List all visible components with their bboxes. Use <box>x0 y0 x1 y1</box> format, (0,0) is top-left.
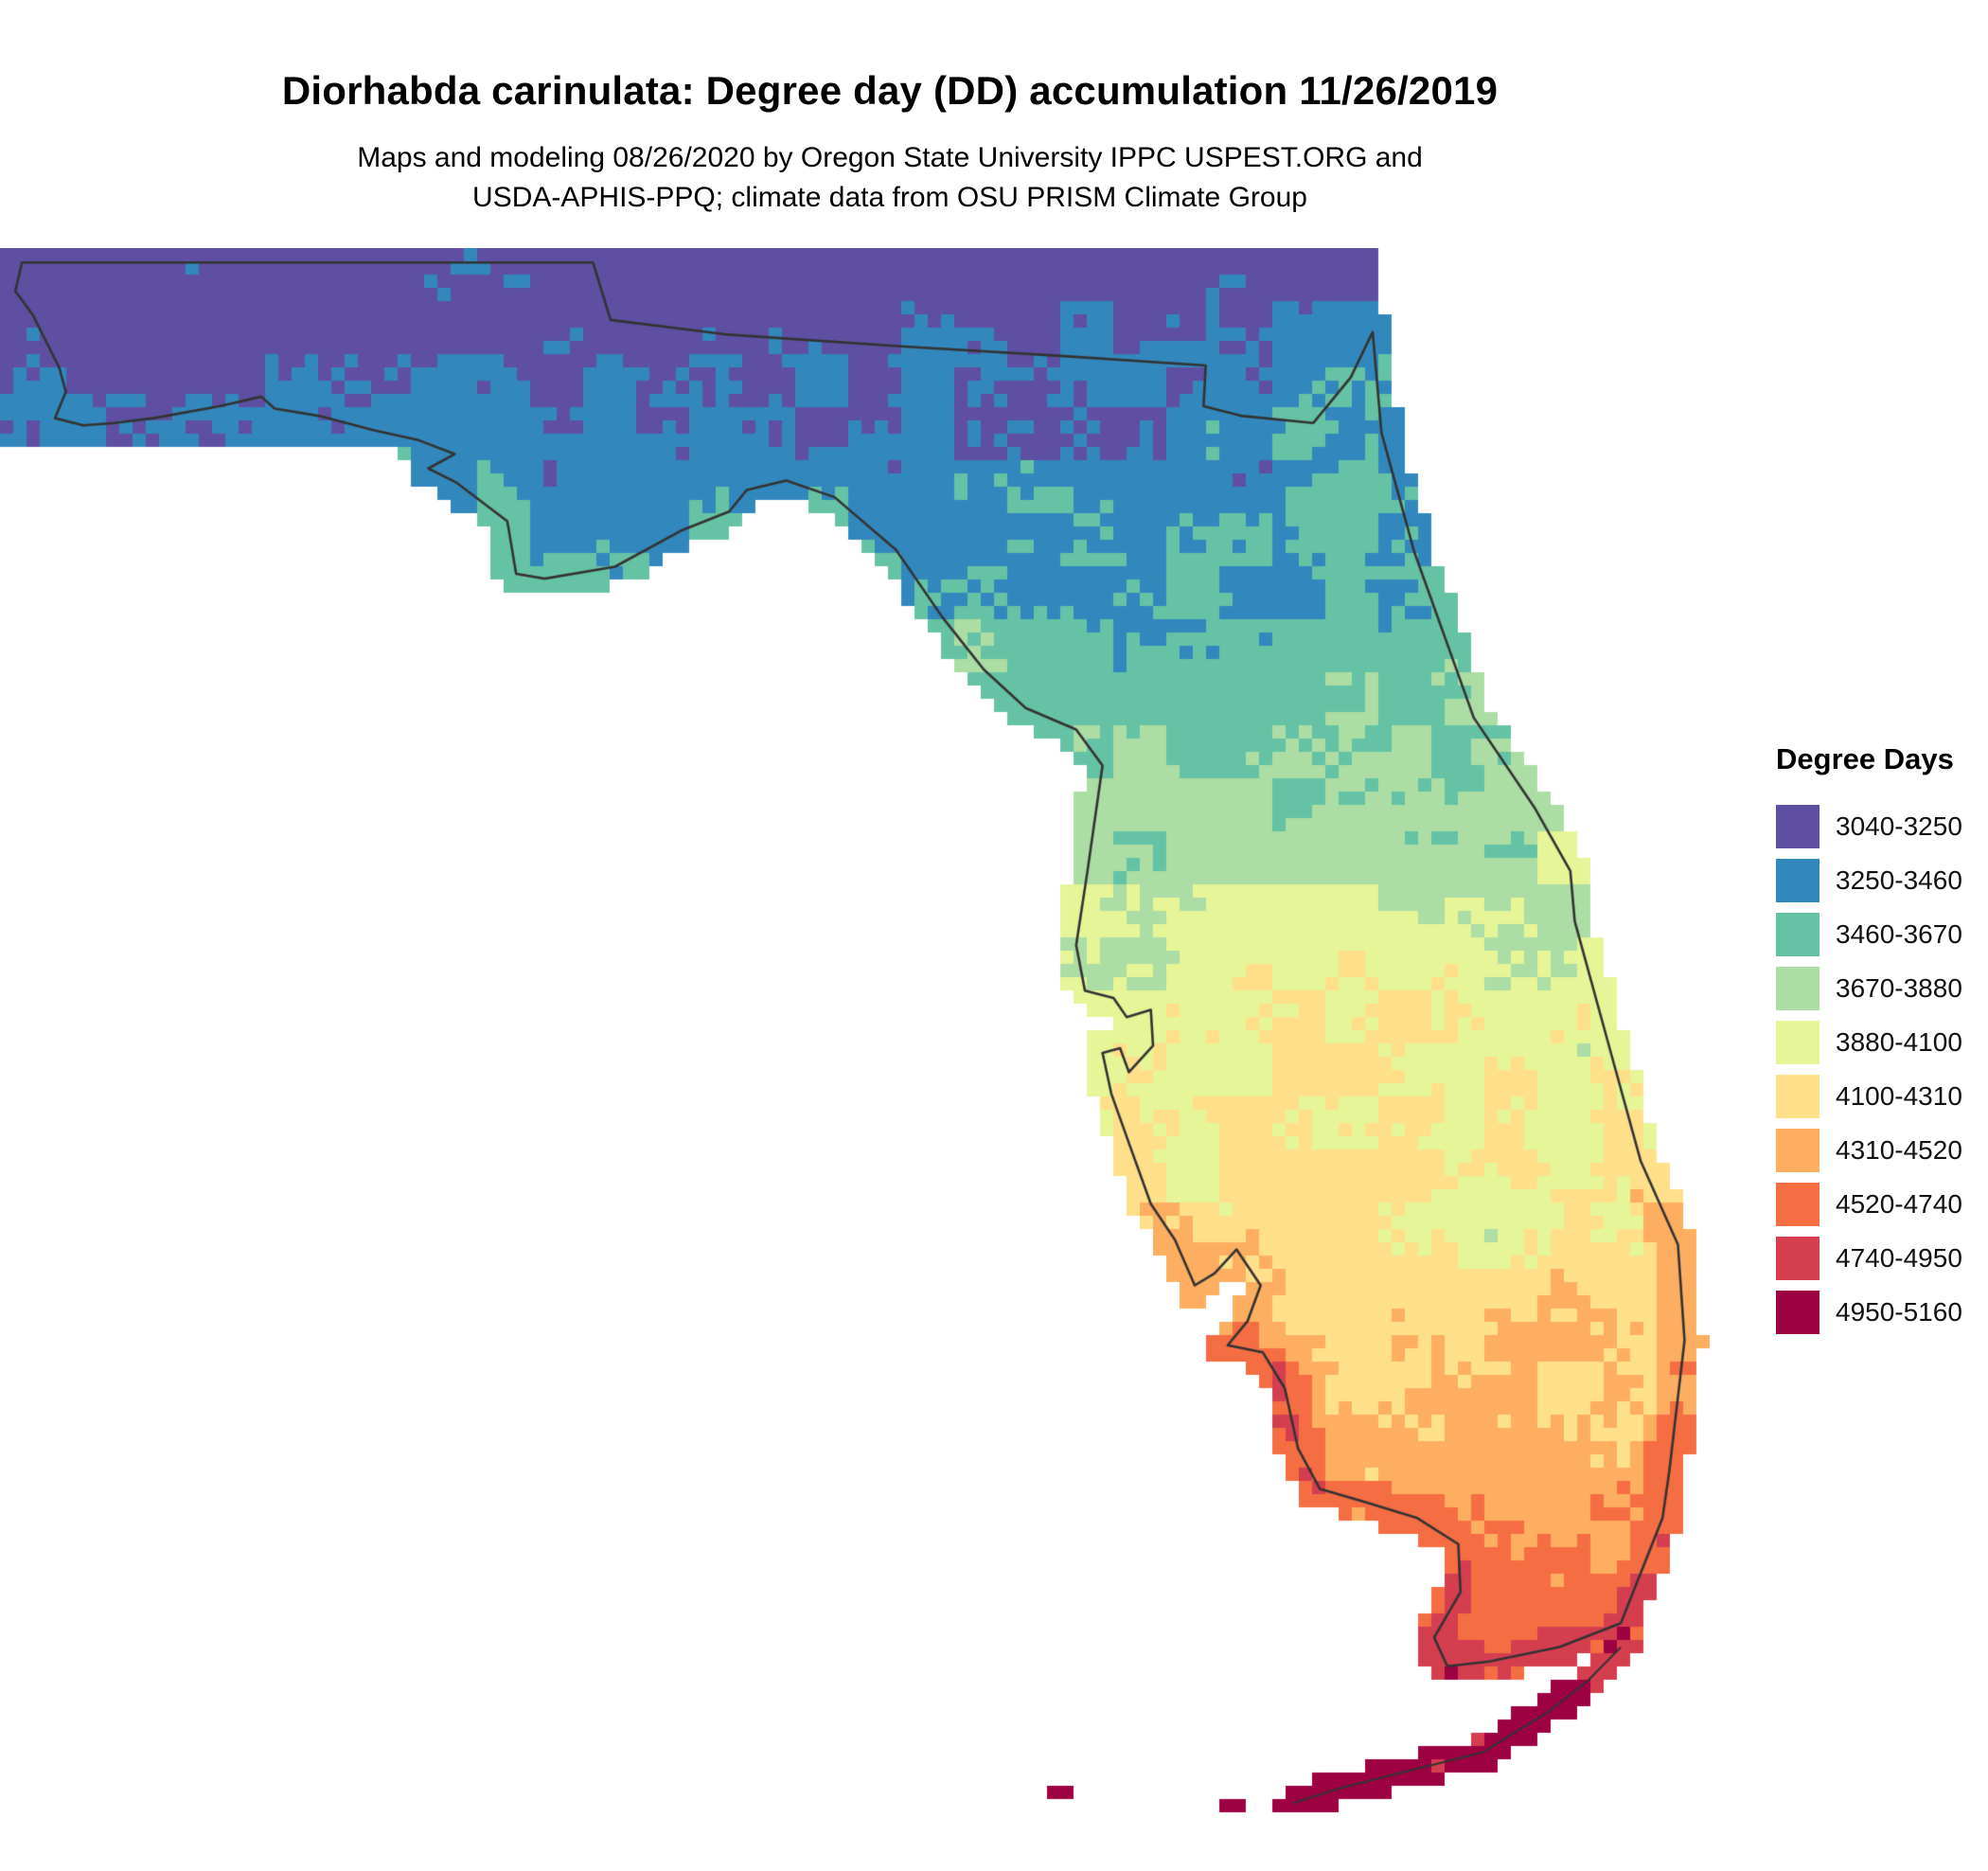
legend-range-label: 3880-4100 <box>1836 1026 1962 1057</box>
subtitle-line-2: USDA-APHIS-PPQ; climate data from OSU PR… <box>472 182 1307 213</box>
legend-entry: 4520-4740 <box>1776 1177 1962 1231</box>
legend-title: Degree Days <box>1776 742 1954 775</box>
legend-color-swatch <box>1776 1290 1819 1334</box>
subtitle-line-1: Maps and modeling 08/26/2020 by Oregon S… <box>357 142 1423 173</box>
legend-range-label: 3250-3460 <box>1836 864 1962 895</box>
legend-color-swatch <box>1776 1074 1819 1118</box>
legend: Degree Days 3040-3250 3250-3460 3460-3670 3… <box>1776 742 1962 1339</box>
legend-entry: 4310-4520 <box>1776 1123 1962 1177</box>
legend-items: 3040-3250 3250-3460 3460-3670 3670-3880 3880… <box>1776 799 1962 1339</box>
legend-entry: 3880-4100 <box>1776 1015 1962 1069</box>
legend-color-swatch <box>1776 1182 1819 1226</box>
legend-color-swatch <box>1776 912 1819 956</box>
legend-color-swatch <box>1776 804 1819 848</box>
legend-range-label: 4950-5160 <box>1836 1296 1962 1327</box>
legend-color-swatch <box>1776 966 1819 1010</box>
legend-range-label: 4520-4740 <box>1836 1188 1962 1219</box>
legend-range-label: 4100-4310 <box>1836 1080 1962 1111</box>
legend-entry: 3670-3880 <box>1776 961 1962 1015</box>
legend-entry: 4740-4950 <box>1776 1231 1962 1285</box>
page-title: Diorhabda carinulata: Degree day (DD) ac… <box>281 68 1499 113</box>
legend-entry: 3040-3250 <box>1776 799 1962 853</box>
legend-color-swatch <box>1776 1020 1819 1064</box>
legend-entry: 3250-3460 <box>1776 853 1962 907</box>
legend-entry: 4100-4310 <box>1776 1069 1962 1123</box>
legend-entry: 3460-3670 <box>1776 907 1962 961</box>
legend-range-label: 4740-4950 <box>1836 1242 1962 1273</box>
legend-color-swatch <box>1776 1128 1819 1172</box>
legend-range-label: 3460-3670 <box>1836 918 1962 949</box>
legend-range-label: 3670-3880 <box>1836 972 1962 1003</box>
florida-degree-day-raster-map <box>0 248 1799 1871</box>
legend-color-swatch <box>1776 858 1819 902</box>
legend-range-label: 3040-3250 <box>1836 811 1962 841</box>
legend-color-swatch <box>1776 1236 1819 1280</box>
legend-entry: 4950-5160 <box>1776 1285 1962 1339</box>
legend-range-label: 4310-4520 <box>1836 1134 1962 1165</box>
